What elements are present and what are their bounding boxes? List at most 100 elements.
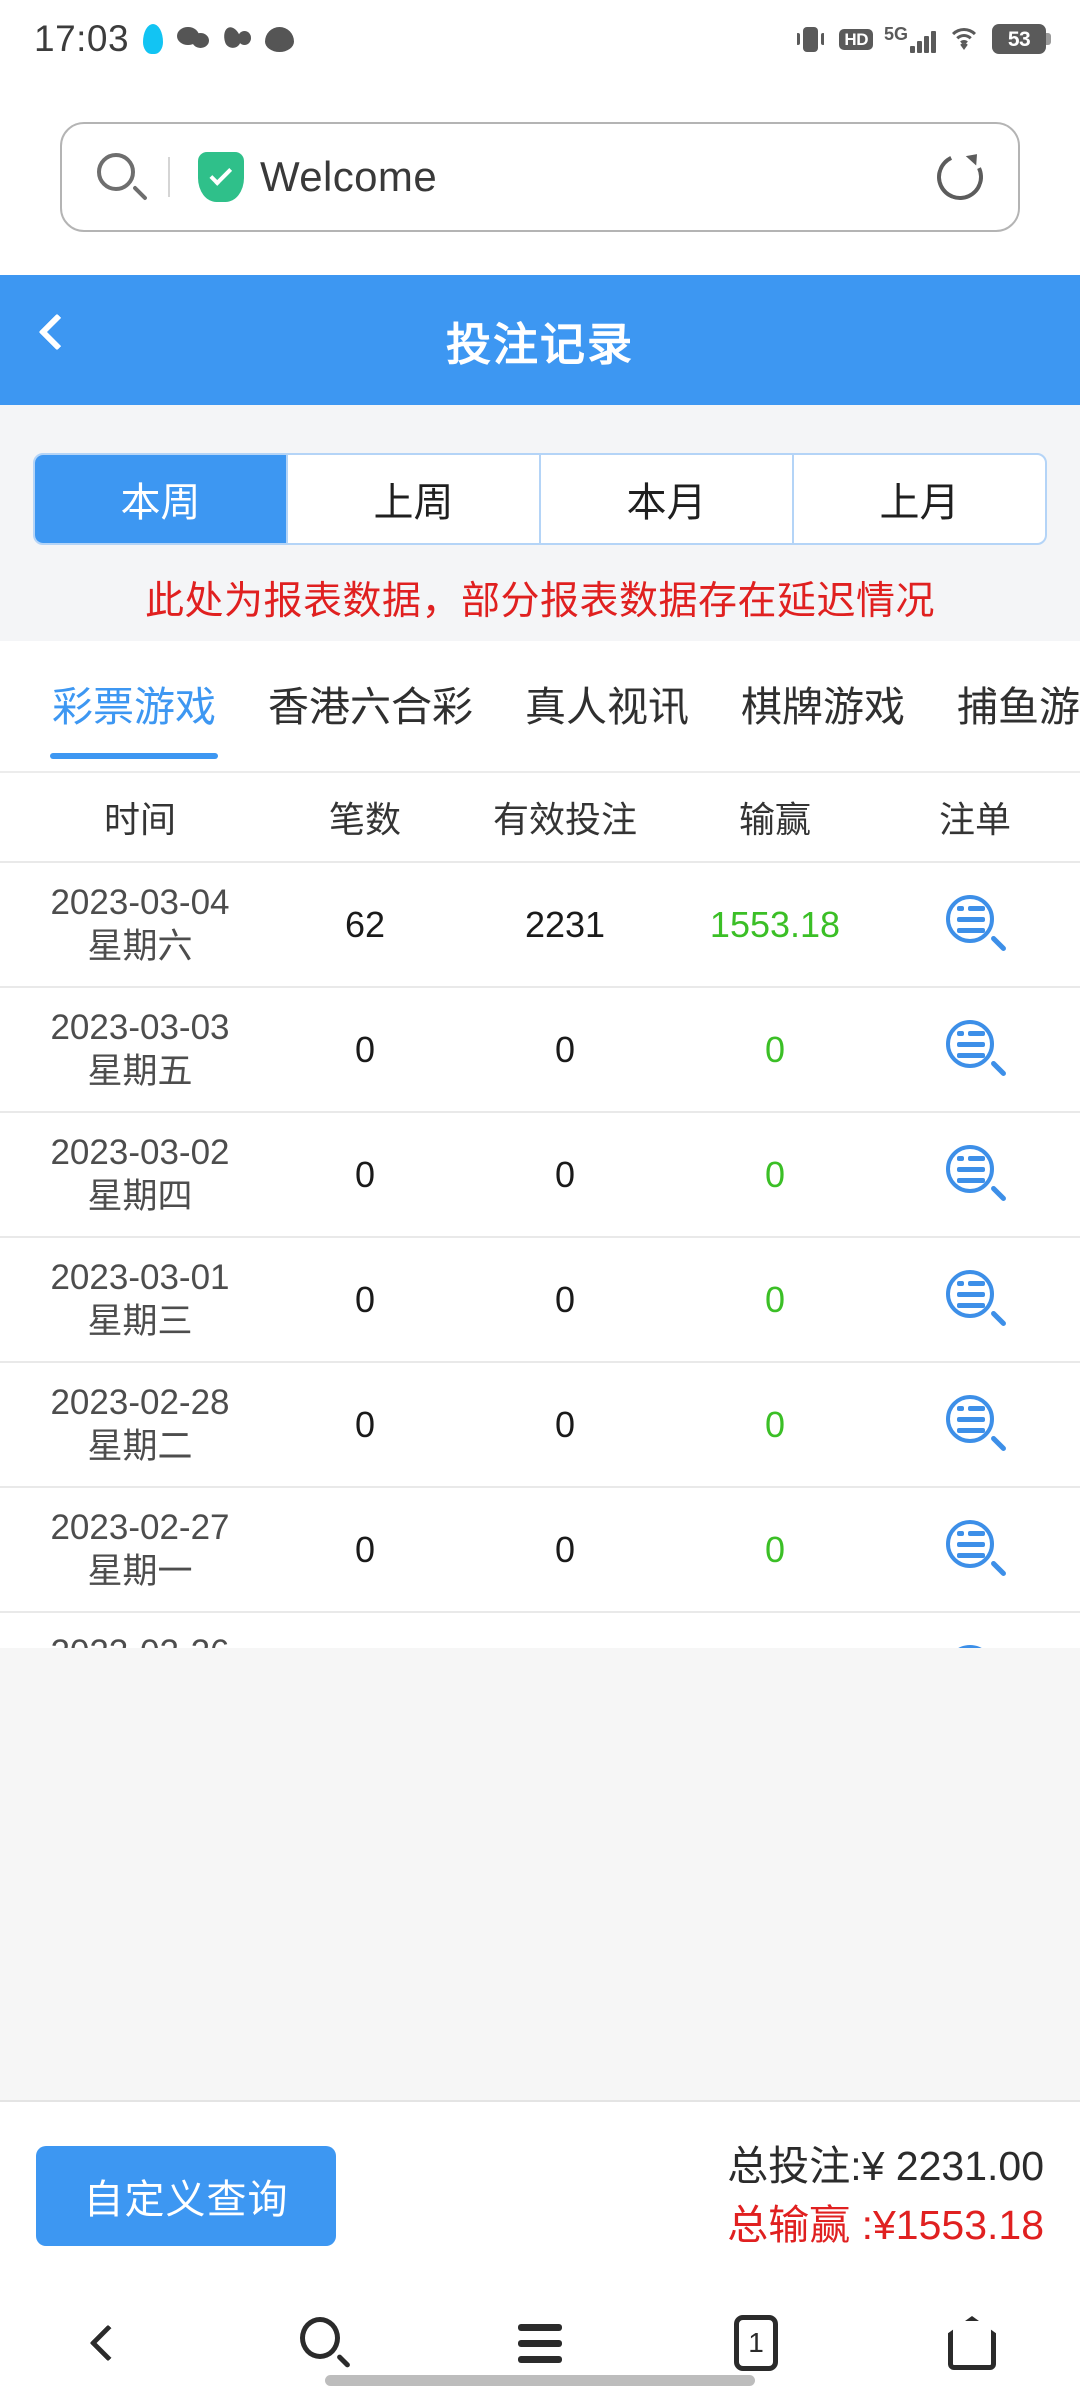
row-win-loss: 0 [764, 1278, 786, 1320]
row-date: 2023-03-02 [50, 1132, 230, 1172]
wechat-drop-icon [221, 25, 252, 53]
address-divider [168, 156, 170, 197]
category-tab-lottery[interactable]: 彩票游戏 [26, 641, 242, 759]
bet-records-table: 时间 笔数 有效投注 输赢 注单 2023-03-04 星期六 62 2231 1553… [0, 773, 1080, 1738]
nav-home-icon[interactable] [937, 2312, 1007, 2374]
cell-count: 0 [280, 1279, 450, 1321]
category-tab-fishing[interactable]: 捕鱼游戏 [957, 684, 1080, 730]
period-section: 本周 上周 本月 上月 此处为报表数据，部分报表数据存在延迟情况 [0, 405, 1080, 641]
reload-icon[interactable] [930, 147, 990, 206]
row-date: 2023-03-04 [50, 882, 230, 922]
nav-menu-icon[interactable] [505, 2312, 575, 2374]
period-tab-last-week[interactable]: 上周 [288, 455, 541, 543]
cell-order[interactable] [870, 1019, 1080, 1081]
table-row[interactable]: 2023-02-28 星期二 0 0 0 [0, 1363, 1080, 1488]
5g-signal-icon: 5G [884, 25, 936, 53]
cell-order[interactable] [870, 1519, 1080, 1581]
summary-bar: 自定义查询 总投注:¥ 2231.00 总输赢 :¥1553.18 [0, 2100, 1080, 2290]
table-row[interactable]: 2023-02-27 星期一 0 0 0 [0, 1488, 1080, 1613]
qq-icon [143, 24, 164, 54]
cell-count: 0 [280, 1529, 450, 1571]
period-tab-this-month[interactable]: 本月 [541, 455, 794, 543]
category-tab-live-casino[interactable]: 真人视讯 [525, 684, 689, 730]
nav-search-icon[interactable] [289, 2312, 359, 2374]
battery-icon: 53 [992, 24, 1051, 54]
cell-order[interactable] [870, 894, 1080, 956]
search-detail-icon[interactable] [944, 1519, 1007, 1581]
totals-block: 总投注:¥ 2231.00 总输赢 :¥1553.18 [727, 2137, 1044, 2256]
table-row[interactable]: 2023-03-02 星期四 0 0 0 [0, 1113, 1080, 1238]
period-tab-group: 本周 上周 本月 上月 [33, 453, 1047, 545]
period-tab-last-month[interactable]: 上月 [879, 481, 960, 525]
table-row[interactable]: 2023-03-04 星期六 62 2231 1553.18 [0, 863, 1080, 988]
search-detail-icon[interactable] [944, 1019, 1007, 1081]
row-weekday: 星期三 [87, 1301, 193, 1341]
cell-order[interactable] [870, 1394, 1080, 1456]
category-tab-bar[interactable]: 彩票游戏 香港六合彩 真人视讯 棋牌游戏 捕鱼游戏 [0, 641, 1080, 773]
browser-bottom-nav: 1 [0, 2290, 1080, 2408]
cell-win-loss: 0 [680, 1154, 870, 1196]
row-valid-bet: 0 [554, 1278, 576, 1320]
wifi-icon [947, 26, 981, 52]
cell-time: 2023-02-27 星期一 [0, 1506, 280, 1594]
cell-win-loss: 0 [680, 1029, 870, 1071]
cell-order[interactable] [870, 1144, 1080, 1206]
row-date: 2023-02-27 [50, 1507, 230, 1547]
cell-time: 2023-03-01 星期三 [0, 1256, 280, 1344]
row-count: 0 [354, 1278, 376, 1320]
network-label: 5G [883, 24, 908, 44]
address-text[interactable]: Welcome [260, 152, 438, 200]
vibrate-icon [796, 25, 828, 53]
shield-check-icon [198, 151, 244, 202]
search-detail-icon[interactable] [944, 1144, 1007, 1206]
total-win-loss-label: 总输赢 :¥1553.18 [727, 2202, 1044, 2248]
nav-tabs-icon[interactable]: 1 [721, 2312, 791, 2374]
bubble-icon [265, 26, 295, 52]
cell-time: 2023-03-04 星期六 [0, 881, 280, 969]
row-weekday: 星期六 [87, 926, 193, 966]
search-detail-icon[interactable] [944, 1394, 1007, 1456]
cell-time: 2023-02-28 星期二 [0, 1381, 280, 1469]
row-date: 2023-02-28 [50, 1382, 230, 1422]
row-win-loss: 0 [764, 1403, 786, 1445]
cell-valid-bet: 0 [450, 1529, 680, 1571]
row-weekday: 星期一 [87, 1551, 193, 1591]
row-win-loss: 0 [764, 1528, 786, 1570]
row-valid-bet: 0 [554, 1153, 576, 1195]
row-weekday: 星期四 [87, 1176, 193, 1216]
period-tab-this-week[interactable]: 本周 [35, 455, 288, 543]
back-chevron-icon[interactable] [38, 313, 86, 361]
search-icon[interactable] [94, 151, 148, 203]
column-header-time: 时间 [103, 799, 176, 840]
category-tab-hk-lottery[interactable]: 香港六合彩 [268, 684, 473, 730]
cell-valid-bet: 0 [450, 1029, 680, 1071]
category-tab-card-games[interactable]: 棋牌游戏 [741, 684, 905, 730]
row-win-loss: 0 [764, 1028, 786, 1070]
address-bar[interactable]: Welcome [60, 121, 1020, 232]
table-row[interactable]: 2023-03-03 星期五 0 0 0 [0, 988, 1080, 1113]
cell-win-loss: 0 [680, 1279, 870, 1321]
search-detail-icon[interactable] [944, 1269, 1007, 1331]
column-header-win-loss: 输赢 [738, 799, 811, 840]
table-header-row: 时间 笔数 有效投注 输赢 注单 [0, 773, 1080, 863]
row-count: 62 [344, 903, 386, 945]
row-date: 2023-03-01 [50, 1257, 230, 1297]
cell-order[interactable] [870, 1269, 1080, 1331]
cell-time: 2023-03-02 星期四 [0, 1131, 280, 1219]
row-count: 0 [354, 1528, 376, 1570]
table-row[interactable]: 2023-03-01 星期三 0 0 0 [0, 1238, 1080, 1363]
custom-query-button[interactable]: 自定义查询 [36, 2146, 336, 2246]
cell-valid-bet: 0 [450, 1279, 680, 1321]
empty-area [0, 1648, 1080, 2100]
cell-count: 62 [280, 904, 450, 946]
nav-back-icon[interactable] [73, 2312, 143, 2374]
status-bar-right: HD 5G 53 [796, 24, 1051, 54]
row-count: 0 [354, 1403, 376, 1445]
row-valid-bet: 2231 [524, 903, 606, 945]
search-detail-icon[interactable] [944, 894, 1007, 956]
cell-count: 0 [280, 1029, 450, 1071]
cell-valid-bet: 2231 [450, 904, 680, 946]
cell-valid-bet: 0 [450, 1404, 680, 1446]
total-bet-label: 总投注:¥ 2231.00 [727, 2142, 1044, 2189]
